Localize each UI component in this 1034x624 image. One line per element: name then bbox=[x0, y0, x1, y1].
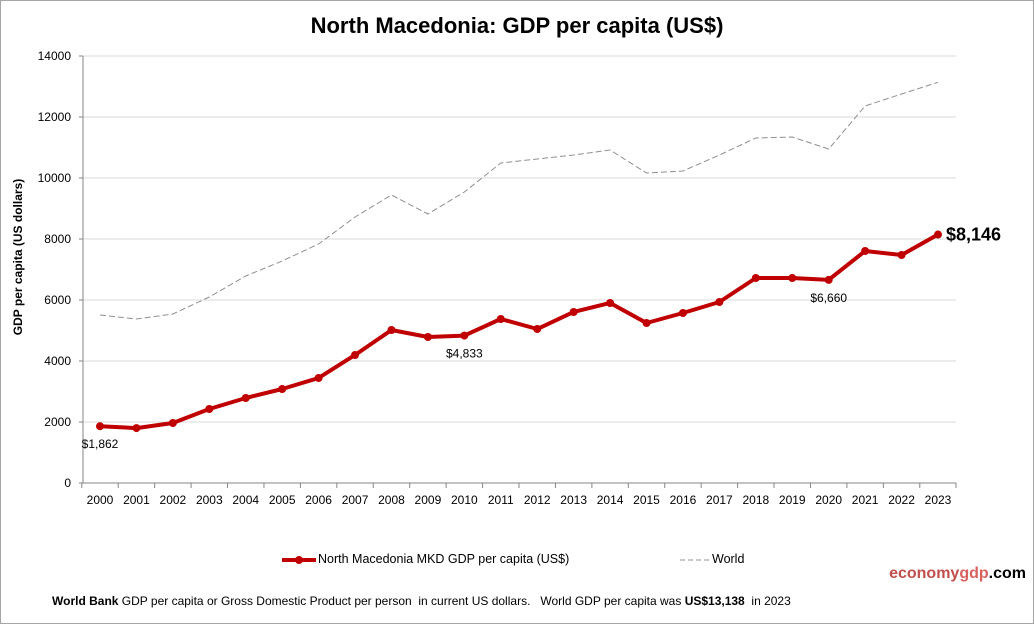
x-tick-label: 2020 bbox=[815, 493, 842, 507]
data-point-mkd bbox=[642, 318, 651, 327]
series-line-world bbox=[99, 81, 939, 320]
x-tick-label: 2016 bbox=[670, 493, 697, 507]
brand-logo[interactable]: economygdp.com bbox=[889, 565, 1026, 583]
footer-text-year: in 2023 bbox=[744, 594, 791, 608]
x-tick-label: 2000 bbox=[87, 493, 114, 507]
data-point-mkd bbox=[569, 307, 578, 316]
x-tick-label: 2008 bbox=[378, 493, 405, 507]
x-tick-label: 2011 bbox=[488, 493, 514, 507]
legend-label-world: World bbox=[712, 552, 745, 566]
data-point-mkd bbox=[496, 315, 505, 324]
x-tick-label: 2003 bbox=[196, 493, 223, 507]
y-tick-label: 12000 bbox=[38, 110, 72, 124]
data-point-mkd bbox=[934, 230, 942, 239]
data-point-mkd bbox=[533, 325, 542, 334]
x-tick-label: 2021 bbox=[852, 493, 879, 507]
y-tick-label: 6000 bbox=[44, 293, 71, 307]
x-tick-label: 2009 bbox=[415, 493, 442, 507]
brand-part-com: .com bbox=[988, 565, 1026, 582]
x-tick-label: 2007 bbox=[342, 493, 369, 507]
x-tick-label: 2017 bbox=[706, 493, 733, 507]
data-point-mkd bbox=[861, 246, 870, 255]
data-point-mkd bbox=[715, 298, 724, 307]
footer-text: GDP per capita or Gross Domestic Product… bbox=[118, 594, 685, 608]
data-point-mkd bbox=[423, 332, 432, 341]
series-line-mkd bbox=[99, 232, 939, 431]
data-label: $4,833 bbox=[446, 347, 483, 361]
data-point-mkd bbox=[205, 405, 214, 414]
chart-title: North Macedonia: GDP per capita (US$) bbox=[310, 13, 724, 38]
x-tick-label: 2004 bbox=[232, 493, 259, 507]
data-point-mkd bbox=[678, 308, 687, 317]
data-point-mkd bbox=[168, 419, 177, 428]
x-tick-label: 2010 bbox=[451, 493, 478, 507]
x-tick-label: 2019 bbox=[779, 493, 806, 507]
data-point-mkd bbox=[460, 331, 469, 340]
y-tick-label: 4000 bbox=[44, 354, 71, 368]
x-tick-label: 2023 bbox=[925, 493, 952, 507]
data-label-last: $8,146 bbox=[946, 225, 1001, 245]
data-point-mkd bbox=[96, 422, 104, 431]
data-label: $1,862 bbox=[82, 437, 119, 451]
data-point-mkd bbox=[314, 373, 323, 382]
x-tick-label: 2015 bbox=[633, 493, 660, 507]
y-tick-label: 2000 bbox=[44, 415, 71, 429]
x-tick-label: 2014 bbox=[597, 493, 624, 507]
footer-note: World Bank GDP per capita or Gross Domes… bbox=[52, 594, 791, 608]
x-tick-label: 2001 bbox=[123, 493, 150, 507]
x-tick-label: 2002 bbox=[160, 493, 187, 507]
data-point-mkd bbox=[751, 274, 760, 283]
legend-item-world: World bbox=[678, 552, 744, 567]
y-tick-label: 0 bbox=[64, 476, 71, 490]
legend-label-mkd: North Macedonia MKD GDP per capita (US$) bbox=[318, 552, 570, 566]
brand-part-economy: economy bbox=[889, 565, 960, 582]
x-tick-label: 2005 bbox=[269, 493, 296, 507]
data-point-mkd bbox=[241, 393, 250, 402]
x-tick-label: 2018 bbox=[742, 493, 769, 507]
legend-marker-mkd bbox=[282, 555, 316, 564]
legend-item-mkd: North Macedonia MKD GDP per capita (US$) bbox=[280, 552, 569, 567]
data-point-mkd bbox=[606, 298, 615, 307]
y-tick-label: 14000 bbox=[38, 49, 72, 63]
data-point-mkd bbox=[788, 274, 797, 283]
legend-marker-world bbox=[680, 559, 710, 561]
data-point-mkd bbox=[351, 350, 360, 359]
x-tick-label: 2006 bbox=[305, 493, 332, 507]
data-point-mkd bbox=[278, 384, 287, 393]
data-point-mkd bbox=[387, 326, 396, 335]
y-tick-label: 10000 bbox=[38, 171, 72, 185]
y-tick-label: 8000 bbox=[44, 232, 71, 246]
data-point-mkd bbox=[824, 275, 833, 284]
x-tick-label: 2013 bbox=[560, 493, 587, 507]
data-point-mkd bbox=[132, 424, 141, 433]
brand-part-gdp: gdp bbox=[959, 565, 989, 582]
footer-bold-value: US$13,138 bbox=[684, 594, 745, 608]
x-tick-label: 2022 bbox=[888, 493, 915, 507]
footer-bold-source: World Bank bbox=[52, 594, 119, 608]
data-point-mkd bbox=[897, 251, 906, 260]
data-label: $6,660 bbox=[810, 291, 847, 305]
x-tick-label: 2012 bbox=[524, 493, 551, 507]
